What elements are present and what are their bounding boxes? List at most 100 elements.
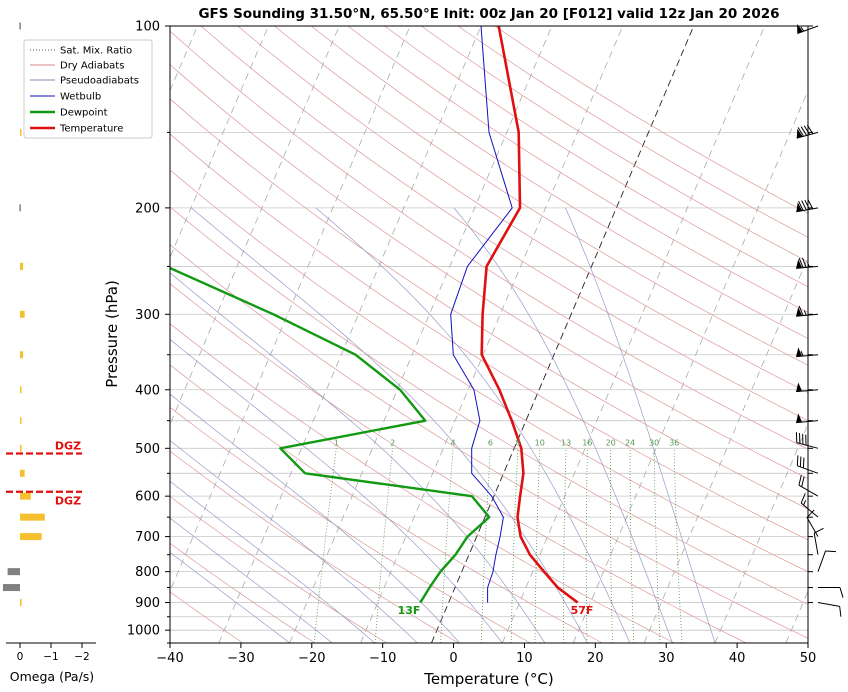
wind-barb-flag — [799, 432, 801, 444]
wind-barb-staff — [796, 354, 819, 358]
dry-adiabat-line — [170, 450, 459, 643]
y-tick-label: 700 — [135, 530, 160, 545]
mixing-ratio-label: 6 — [488, 438, 493, 447]
mixing-ratio-label: 20 — [606, 438, 616, 447]
omega-bar — [20, 417, 22, 425]
dry-adiabat-line — [170, 364, 603, 643]
wind-barb-flag — [795, 432, 798, 443]
dry-adiabat-line — [310, 26, 808, 339]
wind-barb — [796, 305, 819, 317]
mixing-ratio-line — [563, 448, 567, 643]
pseudoadiabat-line — [170, 272, 546, 643]
omega-bar — [20, 386, 22, 394]
wind-barb-flag — [798, 257, 804, 268]
mixing-ratio-line — [653, 448, 661, 643]
wind-barb — [797, 24, 819, 34]
x-tick-label: 40 — [729, 651, 746, 666]
wind-barb-staff — [817, 550, 826, 572]
y-tick-label: 300 — [135, 308, 160, 323]
dry-adiabat-line — [170, 244, 808, 639]
wind-barb-flag — [807, 199, 814, 210]
isotherm-line — [714, 423, 808, 643]
mixing-ratio-line — [374, 448, 393, 643]
mixing-ratio-label: 10 — [535, 438, 545, 447]
omega-bar — [20, 533, 42, 541]
pseudoadiabat-line — [191, 207, 588, 643]
wind-barbs — [795, 24, 844, 643]
isotherm-line — [170, 26, 411, 593]
wind-barb — [796, 257, 819, 269]
wind-barb-flag — [801, 200, 807, 211]
wind-barb-staff — [797, 465, 819, 474]
y-tick-label: 100 — [135, 20, 160, 35]
dry-adiabat-line — [170, 495, 387, 643]
x-axis-label: Temperature (°C) — [423, 670, 553, 688]
pseudoadiabat-line — [453, 207, 673, 643]
omega-bar — [20, 444, 22, 452]
wind-barb-flag — [803, 125, 811, 135]
wind-barb — [817, 602, 842, 617]
wind-barb-flag — [806, 124, 814, 135]
dry-adiabat-line — [170, 64, 808, 480]
surface-dewpoint-label: 13F — [398, 604, 421, 617]
mixing-ratio-label: 4 — [451, 438, 456, 447]
wind-barb-half-flag — [803, 500, 807, 506]
isotherm-line — [360, 26, 624, 643]
wind-barb-flag — [802, 457, 805, 469]
dgz-top-label: DGZ — [55, 440, 81, 453]
dgz-bottom-label: DGZ — [55, 495, 81, 508]
wind-barb-pennant — [796, 347, 803, 357]
omega-bar — [20, 492, 31, 500]
wind-barb-half-flag — [807, 262, 810, 268]
mixing-ratio-line — [440, 448, 454, 643]
wind-barb — [818, 587, 844, 598]
wind-barb-staff — [796, 265, 819, 269]
y-tick-label: 500 — [135, 442, 160, 457]
mixing-ratio-line — [610, 448, 613, 643]
y-tick-label: 600 — [135, 490, 160, 505]
wind-barb-pennant — [796, 413, 803, 423]
mixing-ratio-label: 36 — [669, 438, 679, 447]
omega-bar — [20, 262, 24, 270]
dry-adiabat-line — [200, 26, 808, 422]
wind-barb-staff — [813, 532, 819, 555]
omega-tick-label: −2 — [74, 651, 89, 663]
wind-barb — [796, 455, 819, 474]
dry-adiabat-line — [170, 169, 808, 573]
mixing-ratio-label: 13 — [561, 438, 571, 447]
wind-barb-pennant — [796, 128, 803, 139]
isotherm-line — [170, 26, 269, 259]
omega-tick-label: 0 — [17, 651, 24, 663]
omega-panel: 0 −1 −2 — [2, 22, 96, 663]
legend-label-dewpoint: Dewpoint — [60, 108, 108, 119]
wind-barb — [796, 124, 819, 139]
wind-barb-flag — [825, 550, 836, 553]
pseudoadiabat-line — [170, 517, 333, 643]
mixing-ratio-line — [673, 448, 683, 643]
chart-title: GFS Sounding 31.50°N, 65.50°E Init: 00z … — [198, 6, 779, 22]
wind-barb-flag — [796, 455, 799, 466]
wind-barb-flag — [805, 434, 807, 446]
wind-barb-flag — [798, 305, 804, 316]
dry-adiabat-line — [237, 26, 808, 393]
dry-adiabat-line — [494, 26, 808, 214]
pseudoadiabat-line — [315, 207, 631, 643]
legend-label-temperature: Temperature — [59, 124, 123, 135]
wind-barb-staff — [796, 389, 819, 393]
wind-barb-flag — [839, 587, 844, 598]
mixing-ratio-line — [585, 448, 588, 643]
x-tick-label: −30 — [227, 651, 254, 666]
axes: −40 −30 −20 −10 0 10 20 30 40 50 100 200 300 400 500 60… — [127, 20, 816, 667]
legend-label-dry-adiabats: Dry Adiabats — [60, 61, 124, 72]
wind-barb — [796, 347, 819, 358]
mixing-ratio-line — [534, 448, 541, 643]
wind-barb-flag — [813, 527, 824, 534]
omega-bar — [20, 599, 22, 607]
wind-barb-pennant — [796, 382, 803, 392]
wind-barb-pennant — [796, 306, 803, 317]
dry-adiabat-line — [170, 206, 808, 605]
legend-label-pseudoadiabats: Pseudoadiabats — [60, 76, 139, 87]
isotherm-line — [501, 26, 765, 643]
wind-barb-flag — [801, 476, 805, 487]
